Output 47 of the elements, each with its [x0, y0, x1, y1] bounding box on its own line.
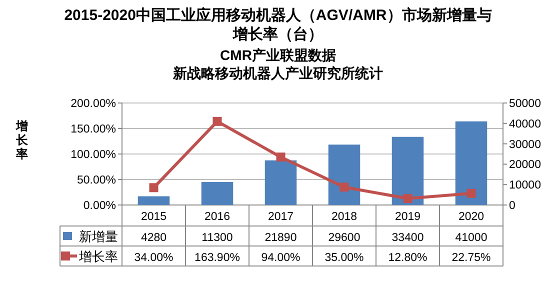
x-tick-label: 2019 [394, 211, 421, 223]
text: 新战略移动机器人产业研究所统计 [172, 64, 384, 82]
point [276, 152, 286, 162]
bar [455, 121, 488, 205]
data-label: 35.00% [324, 252, 364, 264]
y-tick-label: 150.00% [70, 124, 116, 136]
bar [392, 136, 424, 205]
data-label: 12.80% [388, 252, 428, 264]
data-label: 21890 [264, 232, 297, 244]
chart-subtitle: CMR产业联盟数据 [219, 46, 337, 64]
y-tick-label: 50.00% [76, 174, 116, 186]
y2-tick-label: 20000 [509, 159, 541, 172]
legend-label: 增长率 [78, 249, 118, 264]
x-tick-label: 2016 [204, 211, 230, 223]
x-tick-label: 2015 [140, 211, 167, 223]
point [466, 188, 476, 198]
y-tick-label: 200.00% [70, 98, 116, 110]
x-tick-label: 2020 [458, 211, 484, 223]
bar [201, 182, 234, 205]
bar [264, 160, 297, 205]
point [403, 194, 412, 203]
data-label: 94.00% [261, 252, 300, 264]
y-axis-title: 增长率 [15, 119, 29, 161]
data-label: 29600 [328, 232, 360, 244]
chart-title: 2015-2020中国工业应用移动机器人（AGV/AMR）市场新增量与增长率（台） [63, 6, 493, 44]
data-label: 33400 [392, 232, 424, 244]
x-tick-label: 2018 [331, 211, 358, 223]
point [149, 183, 158, 192]
bar [138, 196, 170, 205]
y-tick-label: 100.00% [70, 149, 116, 161]
y2-tick-label: 0 [509, 200, 516, 212]
data-label: 4280 [140, 232, 167, 244]
legend-label: 新增量 [79, 229, 118, 244]
point [340, 182, 349, 192]
x-tick-label: 2017 [268, 211, 294, 223]
data-label: 34.00% [134, 252, 174, 264]
y2-tick-label: 40000 [509, 118, 541, 130]
data-label: 163.90% [194, 252, 240, 264]
y2-tick-label: 30000 [509, 138, 541, 151]
point [212, 116, 222, 126]
data-label: 11300 [202, 232, 233, 244]
bar [328, 144, 360, 205]
y-tick-label: 0.00% [83, 200, 116, 212]
data-label: 22.75% [452, 252, 491, 264]
y2-tick-label: 10000 [509, 180, 541, 192]
data-label: 41000 [455, 232, 488, 244]
y2-tick-label: 50000 [509, 98, 541, 110]
